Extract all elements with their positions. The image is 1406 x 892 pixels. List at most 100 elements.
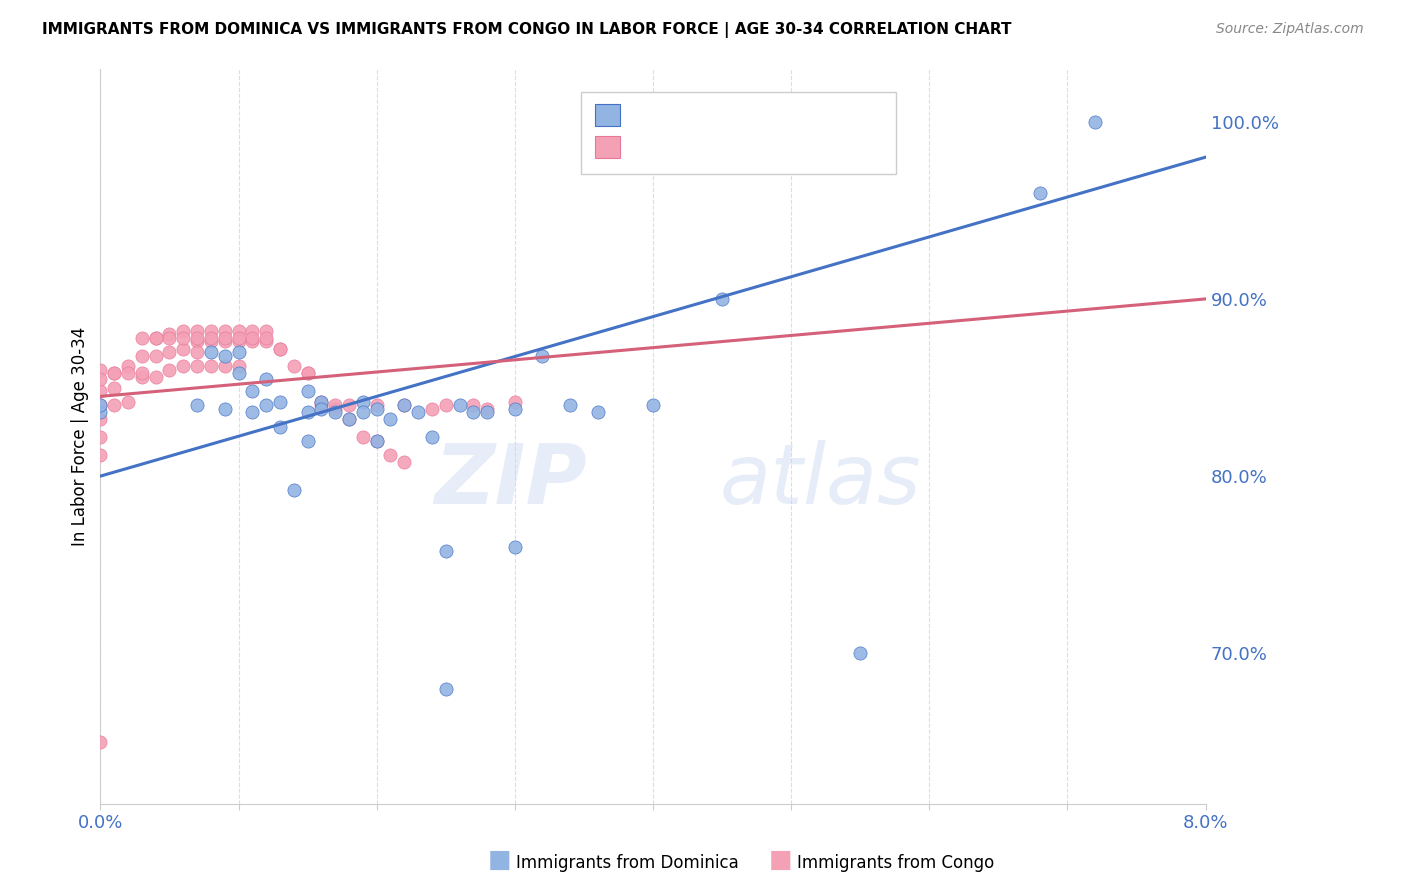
Text: N = 45: N = 45 (787, 108, 855, 126)
Point (311, 401, 333, 416)
Text: ■: ■ (488, 848, 510, 872)
Point (406, 405, 429, 419)
Point (186, 334, 208, 349)
Text: IMMIGRANTS FROM DOMINICA VS IMMIGRANTS FROM CONGO IN LABOR FORCE | AGE 30-34 COR: IMMIGRANTS FROM DOMINICA VS IMMIGRANTS F… (42, 22, 1012, 38)
Point (186, 359, 208, 374)
Point (103, 367, 125, 381)
Point (214, 349, 236, 363)
Point (89, 448, 111, 462)
Point (228, 324, 250, 338)
Point (240, 384, 263, 398)
Point (89, 398, 111, 412)
Point (849, 646, 872, 660)
Text: R = 0.412: R = 0.412 (628, 108, 727, 126)
Point (228, 367, 250, 381)
Point (228, 331, 250, 345)
Point (117, 367, 139, 381)
Point (131, 331, 153, 345)
Point (131, 367, 153, 381)
Point (89, 372, 111, 386)
Point (200, 345, 222, 359)
Point (214, 359, 236, 374)
Point (503, 540, 526, 554)
Point (172, 342, 194, 356)
Text: ■: ■ (769, 848, 792, 872)
Point (117, 394, 139, 409)
Point (434, 681, 457, 696)
Point (269, 419, 291, 434)
Point (186, 398, 208, 412)
Point (463, 405, 485, 419)
Point (283, 359, 305, 374)
Point (159, 327, 181, 342)
Point (159, 345, 181, 359)
Point (337, 398, 360, 412)
Point (214, 331, 236, 345)
Point (297, 405, 319, 419)
Point (89, 405, 111, 419)
Text: R =  0.121: R = 0.121 (628, 143, 733, 161)
Point (254, 334, 277, 349)
Point (200, 324, 222, 338)
Point (394, 398, 416, 412)
Point (254, 331, 277, 345)
Point (434, 543, 457, 558)
Point (240, 405, 263, 419)
Point (380, 448, 402, 462)
Point (200, 331, 222, 345)
Point (145, 349, 167, 363)
Point (186, 324, 208, 338)
Point (103, 367, 125, 381)
Point (297, 367, 319, 381)
Point (103, 398, 125, 412)
Point (172, 331, 194, 345)
Point (145, 331, 167, 345)
Point (228, 345, 250, 359)
Point (323, 405, 346, 419)
Point (240, 334, 263, 349)
Point (269, 394, 291, 409)
Point (254, 372, 277, 386)
Point (323, 401, 346, 416)
Point (311, 398, 333, 412)
Point (366, 434, 388, 448)
Point (283, 483, 305, 498)
Point (172, 324, 194, 338)
Point (240, 331, 263, 345)
Point (297, 384, 319, 398)
Text: Immigrants from Congo: Immigrants from Congo (797, 855, 994, 872)
Point (159, 363, 181, 377)
Point (214, 401, 236, 416)
Point (366, 434, 388, 448)
Point (186, 345, 208, 359)
Point (477, 405, 499, 419)
Point (297, 434, 319, 448)
Point (558, 398, 581, 412)
Point (89, 735, 111, 749)
Point (200, 359, 222, 374)
Point (434, 398, 457, 412)
Point (297, 367, 319, 381)
Point (463, 398, 485, 412)
Point (214, 334, 236, 349)
Point (380, 412, 402, 426)
Point (145, 370, 167, 384)
Point (228, 359, 250, 374)
Point (420, 430, 443, 444)
Text: atlas: atlas (720, 440, 921, 521)
Y-axis label: In Labor Force | Age 30-34: In Labor Force | Age 30-34 (72, 326, 89, 546)
Point (366, 398, 388, 412)
Point (503, 394, 526, 409)
Point (269, 342, 291, 356)
Text: ZIP: ZIP (434, 440, 586, 521)
Point (89, 412, 111, 426)
Point (366, 401, 388, 416)
Point (337, 412, 360, 426)
Point (641, 398, 664, 412)
Point (323, 398, 346, 412)
Point (89, 363, 111, 377)
Point (240, 324, 263, 338)
Point (352, 430, 374, 444)
Point (449, 398, 471, 412)
Point (159, 331, 181, 345)
